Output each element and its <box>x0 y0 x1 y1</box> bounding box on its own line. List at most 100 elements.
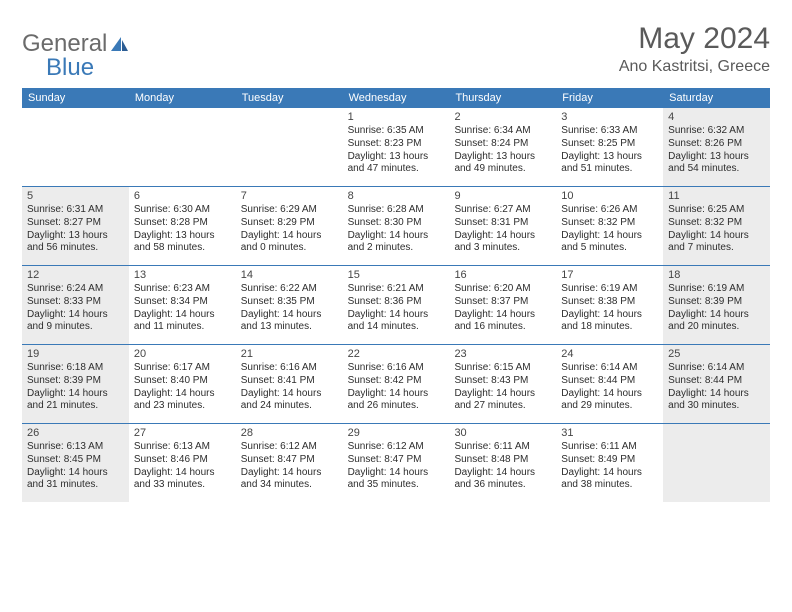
day-info: Sunrise: 6:16 AMSunset: 8:42 PMDaylight:… <box>348 362 445 413</box>
sunrise-text: Sunrise: 6:31 AM <box>27 204 124 217</box>
sunrise-text: Sunrise: 6:28 AM <box>348 204 445 217</box>
day-info: Sunrise: 6:30 AMSunset: 8:28 PMDaylight:… <box>134 204 231 255</box>
sunrise-text: Sunrise: 6:34 AM <box>454 125 551 138</box>
sunrise-text: Sunrise: 6:35 AM <box>348 125 445 138</box>
day-cell: 28Sunrise: 6:12 AMSunset: 8:47 PMDayligh… <box>236 424 343 502</box>
day-number: 3 <box>561 111 658 123</box>
day-cell: 24Sunrise: 6:14 AMSunset: 8:44 PMDayligh… <box>556 345 663 423</box>
sunset-text: Sunset: 8:32 PM <box>561 217 658 230</box>
day-number: 11 <box>668 190 765 202</box>
day-info: Sunrise: 6:25 AMSunset: 8:32 PMDaylight:… <box>668 204 765 255</box>
sunrise-text: Sunrise: 6:21 AM <box>348 283 445 296</box>
daylight-text: Daylight: 13 hours and 58 minutes. <box>134 230 231 256</box>
sunset-text: Sunset: 8:47 PM <box>348 454 445 467</box>
day-info: Sunrise: 6:12 AMSunset: 8:47 PMDaylight:… <box>348 441 445 492</box>
calendar-grid: SundayMondayTuesdayWednesdayThursdayFrid… <box>22 88 770 502</box>
brand-sail-icon <box>109 35 129 53</box>
sunset-text: Sunset: 8:30 PM <box>348 217 445 230</box>
sunset-text: Sunset: 8:32 PM <box>668 217 765 230</box>
day-info: Sunrise: 6:12 AMSunset: 8:47 PMDaylight:… <box>241 441 338 492</box>
day-cell: 17Sunrise: 6:19 AMSunset: 8:38 PMDayligh… <box>556 266 663 344</box>
sunset-text: Sunset: 8:38 PM <box>561 296 658 309</box>
sunrise-text: Sunrise: 6:11 AM <box>561 441 658 454</box>
day-number: 25 <box>668 348 765 360</box>
daylight-text: Daylight: 14 hours and 20 minutes. <box>668 309 765 335</box>
brand-part2: Blue <box>46 54 94 82</box>
week-row: 26 Sunrise: 6:13 AM Sunset: 8:45 PM Dayligh… <box>22 424 770 502</box>
day-info: Sunrise: 6:27 AMSunset: 8:31 PMDaylight:… <box>454 204 551 255</box>
sunset-text: Sunset: 8:42 PM <box>348 375 445 388</box>
sunset-text: Sunset: 8:49 PM <box>561 454 658 467</box>
day-info: Sunrise: 6:11 AMSunset: 8:48 PMDaylight:… <box>454 441 551 492</box>
day-number: 30 <box>454 427 551 439</box>
day-number: 18 <box>668 269 765 281</box>
day-cell: 22Sunrise: 6:16 AMSunset: 8:42 PMDayligh… <box>343 345 450 423</box>
day-cell: 11 Sunrise: 6:25 AMSunset: 8:32 PMDayligh… <box>663 187 770 265</box>
sunset-text: Sunset: 8:35 PM <box>241 296 338 309</box>
day-info: Sunrise: 6:32 AMSunset: 8:26 PMDaylight:… <box>668 125 765 176</box>
location-label: Ano Kastritsi, Greece <box>619 58 770 76</box>
sunset-text: Sunset: 8:36 PM <box>348 296 445 309</box>
week-row: 12Sunrise: 6:24 AMSunset: 8:33 PMDayligh… <box>22 266 770 345</box>
daylight-text: Daylight: 13 hours and 49 minutes. <box>454 151 551 177</box>
weekday-label: Wednesday <box>343 88 450 108</box>
day-number: 26 <box>27 427 124 439</box>
day-info: Sunrise: 6:34 AMSunset: 8:24 PMDaylight:… <box>454 125 551 176</box>
day-number: 21 <box>241 348 338 360</box>
day-cell: 27Sunrise: 6:13 AMSunset: 8:46 PMDayligh… <box>129 424 236 502</box>
day-cell: 30 Sunrise: 6:11 AMSunset: 8:48 PMDayligh… <box>449 424 556 502</box>
sunrise-text: Sunrise: 6:24 AM <box>27 283 124 296</box>
weekday-header: SundayMondayTuesdayWednesdayThursdayFrid… <box>22 88 770 108</box>
week-row: 1 Sunrise: 6:35 AMSunset: 8:23 PM Daylight… <box>22 108 770 187</box>
day-number: 5 <box>27 190 124 202</box>
day-cell: 6Sunrise: 6:30 AMSunset: 8:28 PMDaylight… <box>129 187 236 265</box>
day-info: Sunrise: 6:14 AMSunset: 8:44 PMDaylight:… <box>561 362 658 413</box>
day-cell: 23Sunrise: 6:15 AMSunset: 8:43 PMDayligh… <box>449 345 556 423</box>
weekday-label: Thursday <box>449 88 556 108</box>
day-info: Sunrise: 6:26 AMSunset: 8:32 PMDaylight:… <box>561 204 658 255</box>
daylight-text: Daylight: 14 hours and 36 minutes. <box>454 467 551 493</box>
week-row: 5Sunrise: 6:31 AMSunset: 8:27 PMDaylight… <box>22 187 770 266</box>
sunset-text: Sunset: 8:25 PM <box>561 138 658 151</box>
day-number: 1 <box>348 111 445 123</box>
sunset-text: Sunset: 8:48 PM <box>454 454 551 467</box>
day-cell: 7Sunrise: 6:29 AMSunset: 8:29 PMDaylight… <box>236 187 343 265</box>
daylight-text: Daylight: 14 hours and 35 minutes. <box>348 467 445 493</box>
daylight-text: Daylight: 14 hours and 23 minutes. <box>134 388 231 414</box>
daylight-text: Daylight: 13 hours and 56 minutes. <box>27 230 124 256</box>
daylight-text: Daylight: 14 hours and 26 minutes. <box>348 388 445 414</box>
sunset-text: Sunset: 8:47 PM <box>241 454 338 467</box>
sunrise-text: Sunrise: 6:22 AM <box>241 283 338 296</box>
sunset-text: Sunset: 8:29 PM <box>241 217 338 230</box>
day-number: 4 <box>668 111 765 123</box>
day-info: Sunrise: 6:19 AMSunset: 8:38 PMDaylight:… <box>561 283 658 334</box>
sunrise-text: Sunrise: 6:16 AM <box>241 362 338 375</box>
day-number: 7 <box>241 190 338 202</box>
sunrise-text: Sunrise: 6:13 AM <box>134 441 231 454</box>
week-row: 19Sunrise: 6:18 AMSunset: 8:39 PMDayligh… <box>22 345 770 424</box>
day-number: 15 <box>348 269 445 281</box>
sunset-text: Sunset: 8:37 PM <box>454 296 551 309</box>
daylight-text: Daylight: 14 hours and 16 minutes. <box>454 309 551 335</box>
day-cell: 5Sunrise: 6:31 AMSunset: 8:27 PMDaylight… <box>22 187 129 265</box>
day-cell: 29Sunrise: 6:12 AMSunset: 8:47 PMDayligh… <box>343 424 450 502</box>
daylight-text: Daylight: 14 hours and 5 minutes. <box>561 230 658 256</box>
day-info: Sunrise: 6:28 AMSunset: 8:30 PMDaylight:… <box>348 204 445 255</box>
daylight-text: Daylight: 14 hours and 14 minutes. <box>348 309 445 335</box>
calendar-page: General May 2024 Ano Kastritsi, Greece B… <box>0 0 792 512</box>
day-cell <box>129 108 236 186</box>
day-cell: 3Sunrise: 6:33 AMSunset: 8:25 PMDaylight… <box>556 108 663 186</box>
sunset-text: Sunset: 8:45 PM <box>27 454 124 467</box>
day-info: Sunrise: 6:17 AMSunset: 8:40 PMDaylight:… <box>134 362 231 413</box>
daylight-text: Daylight: 13 hours and 51 minutes. <box>561 151 658 177</box>
day-info: Sunrise: 6:14 AMSunset: 8:44 PMDaylight:… <box>668 362 765 413</box>
sunrise-text: Sunrise: 6:11 AM <box>454 441 551 454</box>
day-number: 16 <box>454 269 551 281</box>
day-cell <box>22 108 129 186</box>
sunrise-text: Sunrise: 6:18 AM <box>27 362 124 375</box>
day-cell: 13Sunrise: 6:23 AMSunset: 8:34 PMDayligh… <box>129 266 236 344</box>
sunset-text: Sunset: 8:34 PM <box>134 296 231 309</box>
day-info: Sunrise: 6:15 AMSunset: 8:43 PMDaylight:… <box>454 362 551 413</box>
sunset-text: Sunset: 8:23 PM <box>348 138 445 151</box>
daylight-text: Daylight: 14 hours and 18 minutes. <box>561 309 658 335</box>
